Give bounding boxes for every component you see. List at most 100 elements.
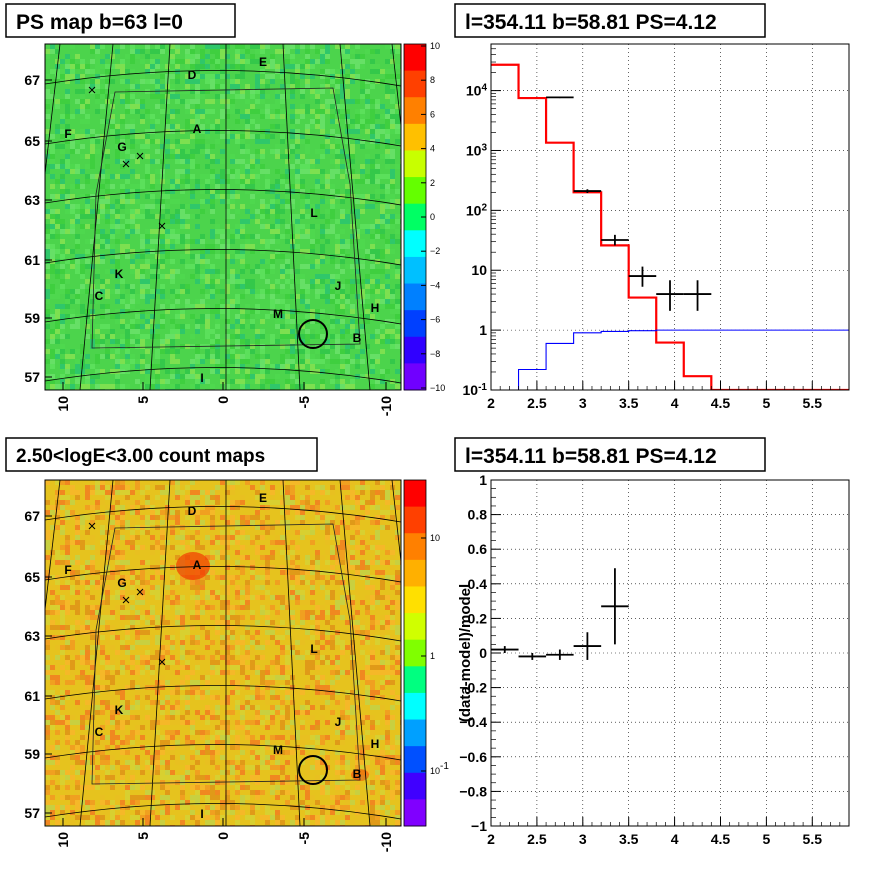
source-label-l: L bbox=[310, 642, 317, 656]
x-tick-label: 4.5 bbox=[711, 395, 731, 411]
source-label-i: I bbox=[200, 371, 203, 385]
count-map-axes: 67 65 63 61 59 57 10 5 0 -5 -10 bbox=[24, 508, 394, 852]
cross-marker bbox=[122, 160, 130, 168]
count-map-source-a-blob bbox=[176, 552, 210, 580]
y-tick-label: 65 bbox=[24, 569, 40, 585]
colorbar-cell bbox=[404, 666, 426, 694]
count-map-noise bbox=[45, 480, 401, 826]
source-label-b: B bbox=[353, 767, 362, 781]
longitude-line bbox=[79, 480, 114, 826]
residual-axes: 2 2.5 3 3.5 4 4.5 5 5.5 1 0.8 0.6 0.4 0.2 0 −0.2 −0.4 −0… bbox=[459, 472, 850, 847]
x-tick-label: 2.5 bbox=[527, 395, 547, 411]
colorbar-cell bbox=[404, 799, 426, 827]
ps-map-colorbar: 10 8 6 4 2 0 −2 −4 −6 −8 −10 bbox=[403, 41, 445, 393]
y-tick-label: 63 bbox=[24, 192, 40, 208]
y-tick-label: 65 bbox=[24, 133, 40, 149]
colorbar-cell bbox=[404, 230, 426, 258]
colorbar-tick-label: −4 bbox=[430, 280, 440, 290]
source-label-e: E bbox=[259, 491, 267, 505]
colorbar-cell bbox=[404, 613, 426, 641]
y-tick-label: 10-1 bbox=[463, 382, 488, 399]
colorbar-cell bbox=[404, 772, 426, 800]
longitude-line bbox=[339, 44, 371, 390]
latitude-line bbox=[45, 189, 401, 206]
colorbar-cell bbox=[404, 44, 426, 72]
longitude-line bbox=[149, 44, 171, 390]
colorbar-tick-label: −6 bbox=[430, 315, 440, 325]
ps-map-title-box bbox=[5, 3, 236, 38]
colorbar-cell bbox=[404, 336, 426, 364]
x-tick-label: 3.5 bbox=[619, 395, 639, 411]
model-histogram bbox=[491, 63, 849, 390]
y-tick-label: 103 bbox=[466, 142, 488, 159]
source-label-j: J bbox=[335, 279, 342, 293]
colorbar-cell bbox=[404, 639, 426, 667]
y-tick-label: 0.4 bbox=[468, 576, 488, 592]
y-tick-label: 1 bbox=[479, 472, 487, 488]
colorbar-cell bbox=[404, 97, 426, 125]
colorbar-cell bbox=[404, 203, 426, 231]
residual-title-box bbox=[454, 437, 766, 472]
source-label-d: D bbox=[188, 68, 197, 82]
y-tick-label: 57 bbox=[24, 369, 40, 385]
y-tick-label: −0.2 bbox=[459, 680, 487, 696]
y-tick-label: −0.6 bbox=[459, 749, 487, 765]
ps-map-axes: 67 65 63 61 59 57 10 5 0 -5 -10 bbox=[24, 72, 394, 416]
source-label-f: F bbox=[64, 127, 71, 141]
x-tick-label: 4 bbox=[671, 831, 679, 847]
source-label-m: M bbox=[273, 307, 283, 321]
x-tick-label: 3 bbox=[579, 395, 587, 411]
y-tick-label: 0 bbox=[479, 645, 487, 661]
residual-grid bbox=[490, 479, 849, 827]
colorbar-tick-label: 1 bbox=[430, 651, 435, 661]
x-tick-label: 2 bbox=[487, 831, 495, 847]
roi-outline bbox=[91, 87, 361, 349]
ps-map-title: PS map b=63 l=0 bbox=[16, 11, 183, 34]
colorbar-frame bbox=[403, 479, 427, 827]
source-label-h: H bbox=[371, 301, 380, 315]
y-tick-label: 1 bbox=[479, 322, 487, 338]
source-label-i: I bbox=[200, 807, 203, 821]
longitude-line bbox=[79, 44, 114, 390]
source-label-e: E bbox=[259, 55, 267, 69]
cross-marker bbox=[136, 152, 144, 160]
y-tick-label: 57 bbox=[24, 805, 40, 821]
colorbar-cell bbox=[404, 506, 426, 534]
x-tick-label: 5.5 bbox=[803, 831, 823, 847]
spectrum-title: l=354.11 b=58.81 PS=4.12 bbox=[465, 11, 717, 34]
colorbar-cell bbox=[404, 746, 426, 774]
longitude-line bbox=[45, 480, 61, 614]
x-tick-label: 4.5 bbox=[711, 831, 731, 847]
source-label-h: H bbox=[371, 737, 380, 751]
colorbar-tick-label: 10-1 bbox=[430, 761, 449, 777]
colorbar-tick-label: −8 bbox=[430, 349, 440, 359]
colorbar-tick-label: 4 bbox=[430, 144, 435, 154]
source-label-b: B bbox=[353, 331, 362, 345]
y-tick-label: 104 bbox=[466, 82, 488, 99]
latitude-line bbox=[45, 566, 401, 583]
count-map-colorbar: 10 1 10-1 bbox=[403, 479, 449, 827]
x-tick-label: 5.5 bbox=[803, 395, 823, 411]
cross-marker bbox=[136, 588, 144, 596]
cross-marker bbox=[158, 658, 166, 666]
y-tick-label: 63 bbox=[24, 628, 40, 644]
colorbar-cell bbox=[404, 150, 426, 178]
x-tick-label: 5 bbox=[762, 395, 770, 411]
colorbar-cell bbox=[404, 256, 426, 285]
latitude-line bbox=[45, 803, 401, 820]
longitude-line bbox=[282, 44, 301, 390]
y-tick-label: 61 bbox=[24, 252, 40, 268]
source-label-j: J bbox=[335, 715, 342, 729]
longitude-line bbox=[149, 480, 171, 826]
colorbar-cell bbox=[404, 310, 426, 338]
x-tick-label: 2.5 bbox=[527, 831, 547, 847]
source-label-k: K bbox=[115, 267, 124, 281]
x-tick-label: 3.5 bbox=[619, 831, 639, 847]
colorbar-cell bbox=[404, 177, 426, 205]
colorbar-tick-label: 10 bbox=[430, 533, 440, 543]
x-tick-label: 3 bbox=[579, 831, 587, 847]
y-tick-label: 59 bbox=[24, 746, 40, 762]
ps-map-source-labels: D E F A G L KC J M H B I bbox=[64, 55, 379, 385]
y-tick-label: 10 bbox=[471, 262, 487, 278]
